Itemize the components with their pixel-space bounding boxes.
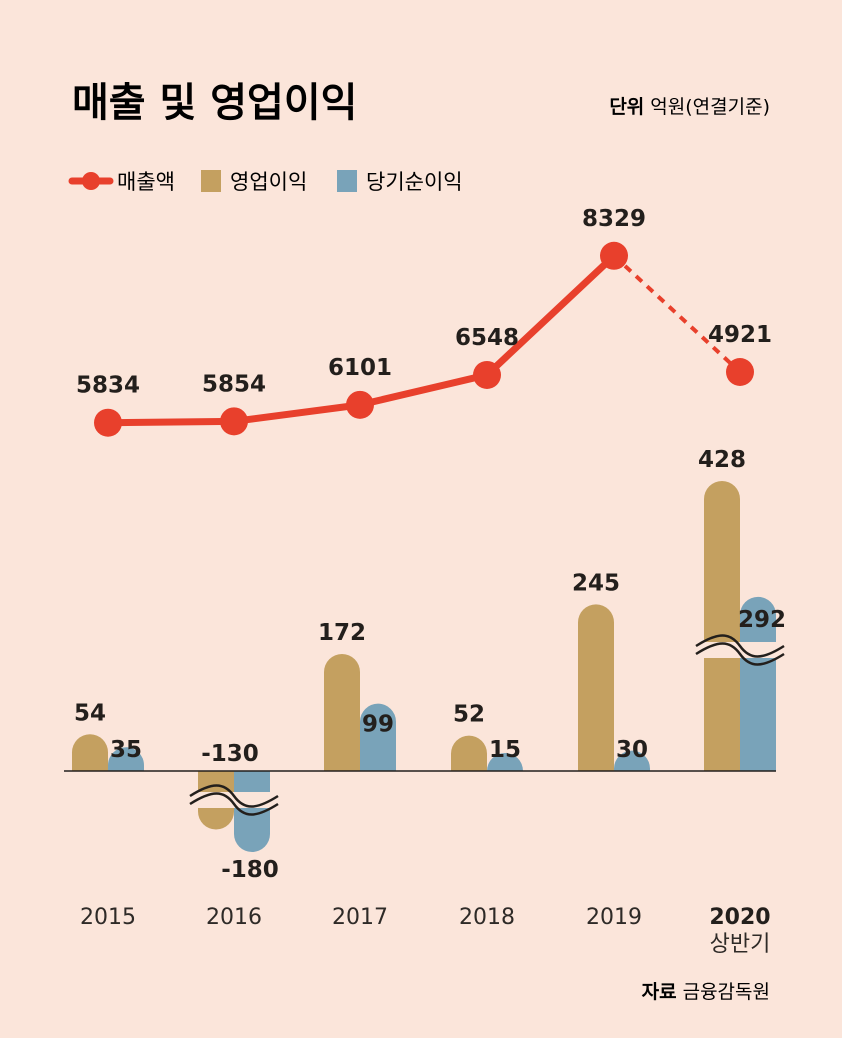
label-net-2018: 15 [489,737,521,763]
label-sales-2017: 6101 [328,355,392,381]
legend-item-sales: 매출액 [68,170,175,194]
break-gap-2016 [190,792,278,808]
sales-point-2019 [600,241,628,270]
unit-label: 단위 [609,96,644,118]
source-note: 자료 금융감독원 [642,981,770,1003]
source-label: 자료 [642,981,677,1003]
legend-swatch-net [337,170,357,192]
sales-point-2018 [473,360,501,389]
bar-net-2016 [234,771,270,852]
x-label-2019: 2019 [586,905,642,930]
label-sales-2016: 5854 [202,371,266,397]
bar-net-2019 [614,750,650,771]
sales-line-series: 5834 5854 6101 6548 8329 4921 [76,206,772,437]
bar-operating-2015 [72,734,108,771]
sales-line-dashed-segment [612,254,742,374]
legend-label-net: 당기순이익 [366,170,463,194]
legend-label-sales: 매출액 [117,170,175,194]
legend-marker-sales [82,172,100,190]
sales-point-2020 [726,358,754,386]
x-sublabel-2020: 상반기 [710,932,771,957]
legend: 매출액 영업이익 당기순이익 [68,170,463,194]
bar-net-2018 [487,753,523,771]
unit-value: 억원(연결기준) [650,96,770,118]
label-sales-2020: 4921 [708,322,772,348]
label-net-2016: -180 [221,857,279,883]
source-value: 금융감독원 [683,981,770,1003]
axis-breaks [189,634,785,816]
bar-operating-2018 [451,735,487,771]
bar-operating-2019 [578,604,614,771]
bar-net-2017 [360,703,396,771]
unit-note: 단위 억원(연결기준) [609,96,770,118]
sales-point-2016 [220,407,248,436]
sales-point-2017 [346,390,374,419]
break-line-top-2020 [695,634,785,658]
label-operating-2020: 428 [698,447,746,473]
label-net-2020: 292 [738,607,786,633]
label-operating-2016: -130 [201,741,259,767]
label-sales-2018: 6548 [455,325,519,351]
break-gap-2020 [696,642,784,658]
label-sales-2019: 8329 [582,206,646,232]
legend-item-net: 당기순이익 [337,170,463,194]
bar-operating-2017 [324,654,360,771]
label-operating-2019: 245 [572,570,620,596]
break-line-bottom-2020 [695,642,785,666]
label-sales-2015: 5834 [76,373,140,399]
x-label-2015: 2015 [80,905,136,930]
legend-label-operating: 영업이익 [230,170,307,194]
label-operating-2015: 54 [74,700,106,726]
label-net-2015: 35 [110,737,142,763]
x-label-2017: 2017 [332,905,388,930]
break-line-top-2016 [189,784,279,808]
sales-point-2015 [94,408,122,437]
legend-item-operating: 영업이익 [201,170,307,194]
bar-net-2020 [740,596,776,771]
break-line-bottom-2016 [189,792,279,816]
chart-title: 매출 및 영업이익 [72,80,357,126]
x-label-2016: 2016 [206,905,262,930]
bar-operating-2020 [704,481,740,771]
bar-series [72,481,776,852]
bar-net-2015 [108,747,144,771]
label-operating-2017: 172 [318,620,366,646]
label-net-2019: 30 [616,737,648,763]
x-label-2018: 2018 [459,905,515,930]
label-operating-2018: 52 [453,702,485,728]
legend-swatch-operating [201,170,221,192]
x-label-2020: 2020 [709,905,770,930]
label-net-2017: 99 [362,712,394,738]
